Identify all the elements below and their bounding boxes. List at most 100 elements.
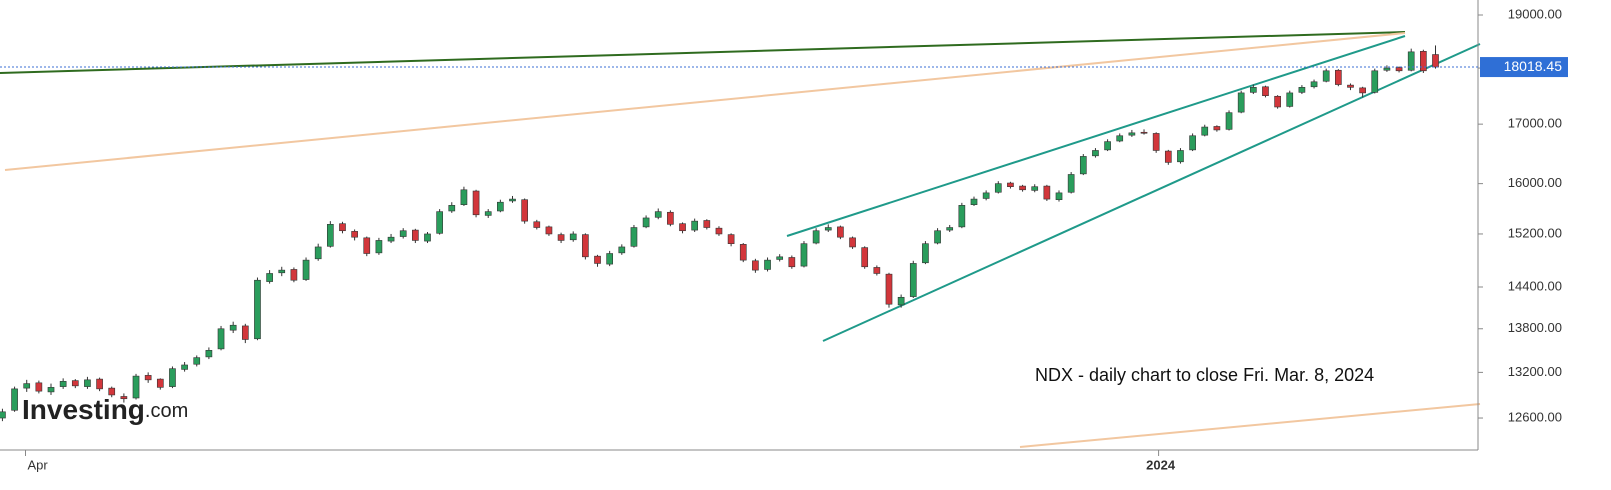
candle-body xyxy=(970,198,978,206)
candle-body xyxy=(278,269,286,274)
y-tick-label: 13800.00 xyxy=(1508,320,1562,335)
candle-body xyxy=(351,231,358,238)
candle-body xyxy=(922,243,929,264)
candle-body xyxy=(788,257,796,268)
candle-body xyxy=(837,226,844,238)
candle-body xyxy=(1152,133,1160,151)
candle-body xyxy=(1262,86,1269,97)
candle-body xyxy=(1067,174,1075,193)
candle-body xyxy=(399,230,407,237)
candle-body xyxy=(909,263,917,297)
candle-body xyxy=(108,387,116,396)
last-price-box xyxy=(1480,57,1568,78)
candle-body xyxy=(84,379,91,387)
candle-body xyxy=(752,260,759,271)
candle-body xyxy=(1237,92,1245,113)
trend-line xyxy=(822,43,1481,342)
candle-body xyxy=(1310,81,1318,88)
x-tick-label: Apr xyxy=(28,457,49,472)
y-tick-label: 13200.00 xyxy=(1508,364,1562,379)
y-tick-label: 16000.00 xyxy=(1508,175,1562,190)
candle-body xyxy=(703,220,711,228)
candle-body xyxy=(71,380,79,387)
candle-body xyxy=(545,226,553,235)
candle-body xyxy=(472,190,480,216)
candle-body xyxy=(339,223,346,232)
candle-body xyxy=(1371,70,1379,93)
candle-body xyxy=(1395,67,1403,72)
candle-body xyxy=(424,233,431,242)
candle-body xyxy=(412,229,419,241)
candle-body xyxy=(727,234,735,244)
trend-line xyxy=(0,31,1406,74)
candle-body xyxy=(873,267,881,274)
candle-body xyxy=(205,350,213,358)
candle-body xyxy=(254,279,261,340)
trend-line xyxy=(4,32,1406,171)
candle-body xyxy=(169,368,176,387)
candle-body xyxy=(193,357,201,365)
candle-body xyxy=(1092,150,1099,157)
candle-body xyxy=(23,383,31,389)
candle-body xyxy=(436,211,443,234)
candle-body xyxy=(1322,70,1330,82)
candle-body xyxy=(120,396,128,400)
candle-body xyxy=(1249,87,1257,93)
candle-body xyxy=(764,259,771,270)
y-tick-label: 15200.00 xyxy=(1508,225,1562,240)
candle-body xyxy=(715,227,723,235)
candle-body xyxy=(1274,95,1281,108)
candle-body xyxy=(241,325,249,340)
candle-body xyxy=(824,227,832,231)
candle-body xyxy=(1335,69,1342,85)
candle-body xyxy=(946,227,954,231)
x-tick-label: 2024 xyxy=(1146,457,1176,472)
candle-body xyxy=(0,411,6,419)
candle-body xyxy=(1164,150,1172,163)
candle-body xyxy=(1432,54,1439,68)
candle-body xyxy=(897,296,905,306)
candle-body xyxy=(533,221,541,228)
candle-body xyxy=(1007,182,1014,188)
candle-body xyxy=(132,375,140,399)
y-tick-label: 14400.00 xyxy=(1508,278,1562,293)
candle-body xyxy=(849,237,856,248)
candle-body xyxy=(642,217,650,228)
candle-body xyxy=(1079,156,1087,175)
candle-body xyxy=(569,233,577,241)
candle-body xyxy=(1383,67,1391,71)
candle-body xyxy=(594,255,601,264)
y-tick-label: 19000.00 xyxy=(1508,6,1562,21)
candle-body xyxy=(144,375,152,381)
candle-body xyxy=(460,189,468,206)
candle-body xyxy=(982,192,990,199)
candle-body xyxy=(484,211,492,216)
candle-body xyxy=(1116,135,1124,142)
candle-body xyxy=(994,183,1002,193)
trend-line xyxy=(1019,403,1481,448)
y-tick-label: 17000.00 xyxy=(1508,116,1562,131)
candle-body xyxy=(509,198,516,202)
candle-body xyxy=(1286,92,1294,107)
candle-body xyxy=(59,381,67,387)
candle-body xyxy=(47,387,55,393)
candle-body xyxy=(776,256,784,260)
annotation: NDX - daily chart to close Fri. Mar. 8, … xyxy=(1035,365,1374,385)
candle-body xyxy=(861,247,869,268)
trend-line xyxy=(786,35,1406,237)
candle-body xyxy=(363,237,371,254)
y-tick-label: 12600.00 xyxy=(1508,409,1562,424)
candle-body xyxy=(739,244,747,261)
candle-body xyxy=(1019,185,1026,191)
candle-body xyxy=(11,388,18,411)
candle-body xyxy=(314,246,322,260)
candle-body xyxy=(96,378,103,390)
candle-body xyxy=(1140,131,1148,134)
candle-body xyxy=(448,205,456,212)
candle-body xyxy=(1201,126,1209,136)
candle-body xyxy=(266,273,273,282)
candle-body xyxy=(582,234,589,258)
logo-suffix: .com xyxy=(145,400,188,422)
